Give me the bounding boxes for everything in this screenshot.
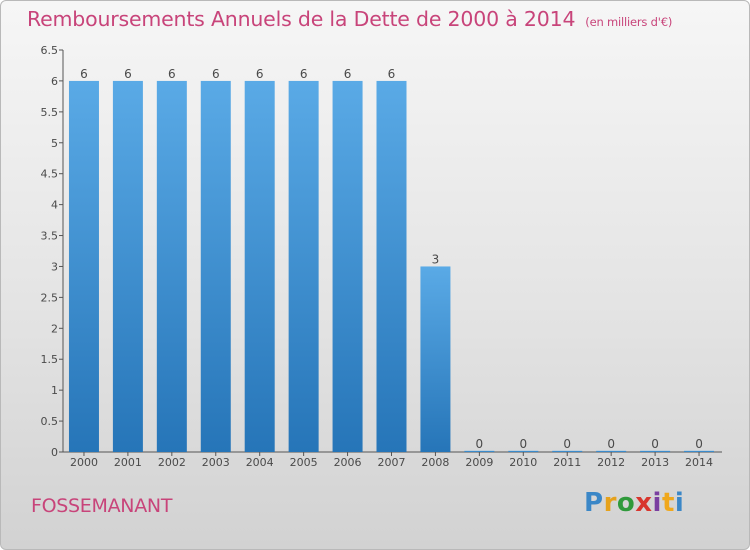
bar xyxy=(596,450,627,452)
commune-name: FOSSEMANANT xyxy=(31,495,173,517)
data-label: 6 xyxy=(388,67,396,81)
data-label: 0 xyxy=(519,437,527,451)
x-tick-label: 2001 xyxy=(114,456,142,469)
logo-letter: x xyxy=(635,488,653,518)
bar xyxy=(552,450,583,452)
x-tick-label: 2006 xyxy=(334,456,362,469)
x-tick-label: 2004 xyxy=(246,456,274,469)
data-label: 6 xyxy=(124,67,132,81)
chart-unit-note: (en milliers d'€) xyxy=(585,15,673,29)
logo-letter: t xyxy=(661,488,675,518)
x-tick-label: 2000 xyxy=(70,456,98,469)
x-tick-label: 2010 xyxy=(509,456,537,469)
data-label: 6 xyxy=(300,67,308,81)
bar xyxy=(68,80,99,452)
data-label: 6 xyxy=(168,67,176,81)
bar xyxy=(684,450,715,452)
chart-title-text: Remboursements Annuels de la Dette de 20… xyxy=(27,7,576,31)
logo-letter: i xyxy=(674,488,685,518)
y-tick-label: 3.5 xyxy=(41,230,59,243)
bar xyxy=(464,450,495,452)
bar xyxy=(376,80,407,452)
y-tick-label: 2.5 xyxy=(41,291,59,304)
bar xyxy=(640,450,671,452)
y-tick-label: 1 xyxy=(51,384,58,397)
data-label: 6 xyxy=(212,67,220,81)
logo-letter: i xyxy=(652,488,662,518)
y-tick-label: 6.5 xyxy=(41,44,59,57)
x-tick-label: 2003 xyxy=(202,456,230,469)
logo-letter: r xyxy=(603,488,617,518)
data-label: 0 xyxy=(651,437,659,451)
data-label: 6 xyxy=(256,67,264,81)
y-tick-label: 3 xyxy=(51,260,58,273)
x-tick-label: 2002 xyxy=(158,456,186,469)
data-label: 0 xyxy=(563,437,571,451)
data-label: 0 xyxy=(476,437,484,451)
y-tick-label: 4 xyxy=(51,199,58,212)
x-tick-label: 2013 xyxy=(641,456,669,469)
y-tick-label: 5.5 xyxy=(41,106,59,119)
y-tick-label: 6 xyxy=(51,75,58,88)
bar xyxy=(420,266,451,452)
x-tick-label: 2005 xyxy=(290,456,318,469)
data-label: 0 xyxy=(607,437,615,451)
x-tick-label: 2009 xyxy=(465,456,493,469)
data-label: 6 xyxy=(80,67,88,81)
bar xyxy=(288,80,319,452)
data-label: 3 xyxy=(432,252,440,266)
x-tick-label: 2007 xyxy=(378,456,406,469)
logo-letter: P xyxy=(584,488,604,518)
bar xyxy=(156,80,187,452)
data-label: 6 xyxy=(344,67,352,81)
x-tick-label: 2014 xyxy=(685,456,713,469)
x-tick-label: 2008 xyxy=(421,456,449,469)
chart-title: Remboursements Annuels de la Dette de 20… xyxy=(27,7,672,31)
y-tick-label: 1.5 xyxy=(41,353,59,366)
logo-letter: o xyxy=(616,488,636,518)
proxiti-logo: Proxiti xyxy=(584,488,684,518)
y-tick-label: 0 xyxy=(51,446,58,459)
bar xyxy=(200,80,231,452)
x-tick-label: 2012 xyxy=(597,456,625,469)
bar xyxy=(112,80,143,452)
y-tick-label: 2 xyxy=(51,322,58,335)
bar xyxy=(244,80,275,452)
x-tick-label: 2011 xyxy=(553,456,581,469)
y-tick-label: 4.5 xyxy=(41,168,59,181)
y-tick-label: 5 xyxy=(51,137,58,150)
data-label: 0 xyxy=(695,437,703,451)
bar xyxy=(332,80,363,452)
y-tick-label: 0.5 xyxy=(41,415,59,428)
bar xyxy=(508,450,539,452)
